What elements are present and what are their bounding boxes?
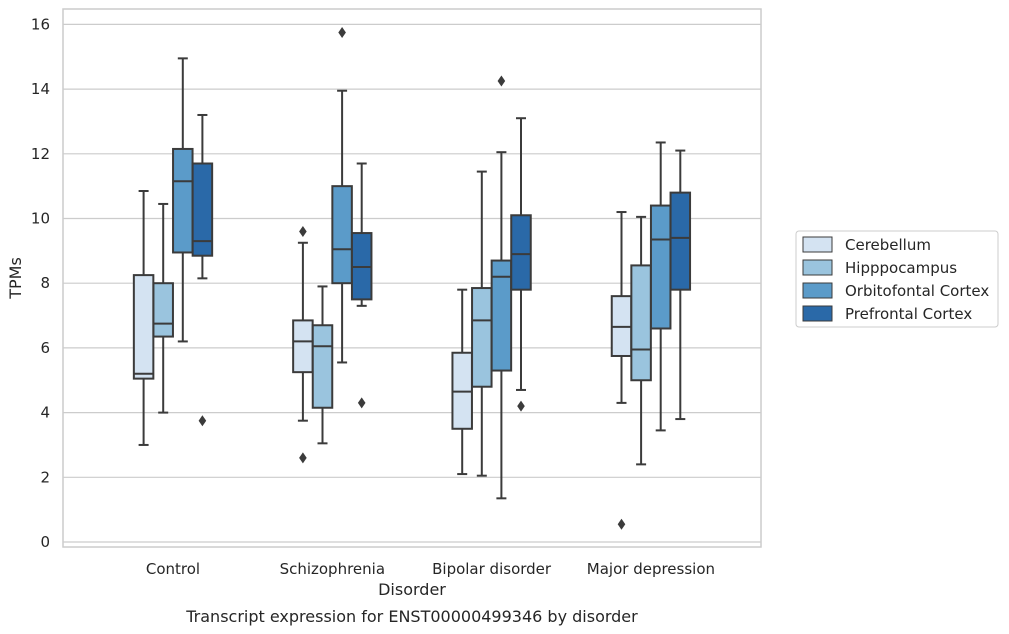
x-tick-label: Control — [146, 560, 200, 578]
outlier-point — [357, 397, 366, 409]
box-body — [510, 214, 532, 291]
box-body — [172, 147, 194, 254]
legend-swatch — [802, 282, 833, 299]
y-tick-labels: 0 2 4 6 8 10 12 14 16 — [31, 15, 50, 551]
outlier-point — [198, 415, 207, 427]
box-body — [490, 259, 513, 372]
y-grid — [63, 23, 761, 543]
legend-label: Cerebellum — [845, 236, 931, 254]
box-body — [292, 319, 314, 374]
x-tick-label: Schizophrenia — [280, 560, 385, 578]
legend-swatch — [802, 305, 833, 322]
box-cerebellum — [451, 288, 473, 476]
outlier-point — [299, 225, 307, 237]
x-tick-label: Major depression — [587, 560, 715, 578]
box-orbitofontal-cortex — [172, 57, 194, 343]
y-tick-label: 6 — [40, 339, 50, 357]
outlier-point — [517, 400, 525, 412]
box-body — [191, 162, 214, 257]
legend: Cerebellum Hipppocampus Orbitofontal Corte… — [795, 230, 999, 328]
y-tick-label: 16 — [31, 15, 50, 33]
box-prefrontal-cortex — [669, 149, 692, 421]
box-hipppocampus — [311, 285, 334, 445]
outlier-point — [617, 518, 626, 530]
y-tick-label: 12 — [31, 145, 50, 163]
box-orbitofontal-cortex — [331, 26, 353, 364]
y-axis-label: TPMs — [6, 257, 25, 300]
box-cerebellum — [610, 211, 633, 530]
box-prefrontal-cortex — [191, 113, 214, 427]
x-tick-labels: Control Schizophrenia Bipolar disorder Majo… — [146, 560, 715, 578]
outlier-point — [299, 452, 307, 464]
box-orbitofontal-cortex — [490, 75, 513, 500]
legend-label: Prefrontal Cortex — [845, 305, 972, 323]
outlier-point — [338, 26, 346, 38]
box-hipppocampus — [471, 170, 493, 477]
box-body — [152, 282, 174, 338]
legend-label: Orbitofontal Cortex — [845, 282, 989, 300]
y-tick-label: 10 — [31, 210, 50, 228]
y-tick-label: 8 — [40, 274, 50, 292]
box-prefrontal-cortex — [510, 117, 532, 412]
x-tick-label: Bipolar disorder — [432, 560, 552, 578]
box-body — [630, 264, 652, 382]
box-body — [649, 204, 672, 330]
box-body — [471, 287, 493, 388]
legend-label: Hipppocampus — [845, 259, 957, 277]
boxes — [132, 26, 692, 530]
outlier-point — [497, 75, 506, 87]
box-body — [311, 324, 334, 409]
box-body — [132, 274, 155, 380]
plot-frame — [62, 8, 762, 548]
x-axis-label: Disorder — [378, 580, 446, 599]
legend-swatch — [802, 259, 833, 276]
box-body — [331, 185, 353, 285]
box-hipppocampus — [630, 215, 652, 466]
y-tick-label: 2 — [40, 468, 50, 486]
box-hipppocampus — [152, 202, 174, 414]
y-tick-label: 4 — [40, 404, 50, 422]
box-orbitofontal-cortex — [649, 141, 672, 432]
box-body — [669, 191, 692, 291]
legend-frame — [795, 230, 999, 328]
box-prefrontal-cortex — [350, 162, 373, 409]
legend-swatch — [802, 236, 833, 253]
y-tick-label: 14 — [31, 80, 50, 98]
y-tick-label: 0 — [40, 533, 50, 551]
chart-caption: Transcript expression for ENST0000049934… — [185, 607, 638, 626]
